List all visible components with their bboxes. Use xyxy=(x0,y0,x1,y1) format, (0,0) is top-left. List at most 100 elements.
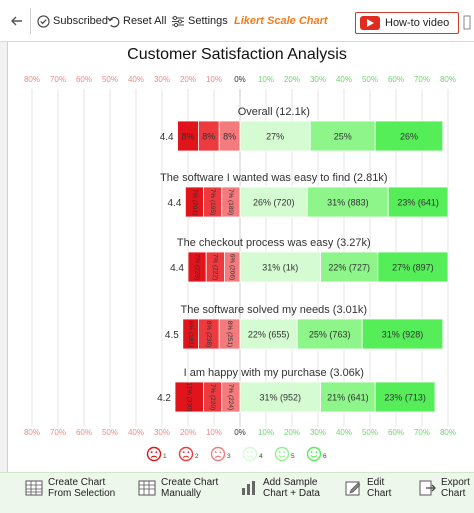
bar-data-label: 31% (883) xyxy=(327,198,369,208)
bar-data-label: 7% (224) xyxy=(227,384,234,410)
bar-data-label: 7% (220) xyxy=(209,384,216,410)
bar-segment-5 xyxy=(296,318,363,350)
bar-data-label: 6% (206) xyxy=(228,254,235,280)
axis-tick-label: 70% xyxy=(50,75,66,84)
axis-tick-label: 20% xyxy=(284,75,300,84)
axis-tick-label: 20% xyxy=(180,75,196,84)
legend-face-eye xyxy=(310,451,313,454)
row-title: The checkout process was easy (3.27k) xyxy=(177,237,371,249)
edit-chart-line1: Edit xyxy=(367,477,385,488)
legend-face-icon xyxy=(274,446,290,462)
legend-face-mouth xyxy=(214,455,222,458)
bar-data-label: 25% (763) xyxy=(309,330,351,340)
table-edit-icon xyxy=(138,480,156,496)
more-icon[interactable] xyxy=(463,15,471,30)
axis-tick-label: 40% xyxy=(336,75,352,84)
axis-tick-label: 70% xyxy=(414,75,430,84)
legend-face-mouth xyxy=(150,455,158,458)
bar-data-label: 31% (928) xyxy=(382,330,424,340)
row-score: 4.4 xyxy=(160,132,174,143)
edit-chart-button[interactable]: Edit Chart xyxy=(344,477,391,499)
axis-tick-label: 40% xyxy=(336,428,352,437)
legend-face-icon xyxy=(210,446,226,462)
create-from-selection-button[interactable]: Create Chart From Selection xyxy=(25,477,115,499)
subscribed-label: Subscribed xyxy=(53,15,109,27)
axis-tick-label: 40% xyxy=(128,75,144,84)
legend-label: 4 xyxy=(259,453,263,460)
row-score: 4.5 xyxy=(165,330,179,341)
export-chart-line2: Chart xyxy=(441,488,466,499)
bar-data-label: 8% (251) xyxy=(226,321,233,347)
export-chart-line1: Export xyxy=(441,477,470,488)
legend-face-icon xyxy=(306,446,322,462)
legend-face-eye xyxy=(278,451,281,454)
bar-data-label: 23% (713) xyxy=(384,393,426,403)
bar-segment-6 xyxy=(387,186,449,218)
legend-label: 6 xyxy=(323,453,327,460)
axis-tick-label: 0% xyxy=(234,428,246,437)
legend-face-mouth xyxy=(246,455,254,458)
row-title: The software I wanted was easy to find (… xyxy=(160,172,387,184)
legend-face-eye xyxy=(150,451,153,454)
bar-segment-5 xyxy=(307,186,389,218)
create-manually-line1: Create Chart xyxy=(161,477,219,488)
table-grid-icon xyxy=(25,480,43,496)
sample-data-icon xyxy=(242,481,255,495)
bar-data-label: 26% (720) xyxy=(253,198,295,208)
create-manually-button[interactable]: Create Chart Manually xyxy=(138,477,218,499)
legend-face-eye xyxy=(155,451,158,454)
app-brand-title: Likert Scale Chart xyxy=(234,15,328,27)
toolbar: Subscribed Reset All Settings Likert Sca… xyxy=(0,0,474,42)
row-title: The software solved my needs (3.01k) xyxy=(181,304,367,316)
legend-label: 2 xyxy=(195,453,199,460)
row-score: 4.4 xyxy=(170,263,184,274)
axis-tick-label: 40% xyxy=(128,428,144,437)
bar-data-label: 26% xyxy=(400,132,418,142)
bar-data-label: 27% xyxy=(266,132,284,142)
bar-data-label: 7% (222) xyxy=(212,254,219,280)
subscribed-button[interactable]: Subscribed xyxy=(37,0,108,42)
bar-data-label: 25% xyxy=(334,132,352,142)
legend-face-eye xyxy=(214,451,217,454)
axis-tick-label: 30% xyxy=(310,428,326,437)
export-chart-button[interactable]: Export Chart xyxy=(418,477,470,499)
axis-tick-label: 60% xyxy=(76,428,92,437)
legend-face-eye xyxy=(283,451,286,454)
divider xyxy=(30,8,31,34)
back-button[interactable] xyxy=(10,0,24,42)
bar-data-label: 6% (181) xyxy=(187,321,194,347)
bar-segment-5 xyxy=(309,120,376,152)
settings-label: Settings xyxy=(188,15,228,27)
bar-segment-4 xyxy=(239,186,308,218)
how-to-video-button[interactable]: How-to video xyxy=(355,12,459,34)
bar-segment-4 xyxy=(239,318,298,350)
axis-tick-label: 10% xyxy=(206,75,222,84)
axis-tick-label: 60% xyxy=(388,428,404,437)
reset-all-label: Reset All xyxy=(123,15,167,27)
legend-face-eye xyxy=(246,451,249,454)
bar-segment-6 xyxy=(374,381,436,413)
how-to-video-label: How-to video xyxy=(385,17,450,29)
legend-label: 1 xyxy=(163,453,167,460)
bar-segment-6 xyxy=(361,318,444,350)
legend-face-eye xyxy=(187,451,190,454)
axis-tick-label: 80% xyxy=(440,75,456,84)
legend-face-mouth xyxy=(310,455,318,458)
row-title: I am happy with my purchase (3.06k) xyxy=(184,367,364,379)
axis-tick-label: 50% xyxy=(102,75,118,84)
axis-tick-label: 0% xyxy=(234,75,246,84)
legend-face-icon xyxy=(178,446,194,462)
bar-segment-5 xyxy=(320,381,376,413)
youtube-icon xyxy=(360,16,380,30)
bar-data-label: 7% (201) xyxy=(191,189,198,215)
legend-face-eye xyxy=(182,451,185,454)
create-from-selection-line2: From Selection xyxy=(48,488,116,499)
add-sample-line2: Chart + Data xyxy=(263,488,320,499)
legend-face-icon xyxy=(242,446,258,462)
back-arrow-icon xyxy=(11,16,22,26)
bar-data-label: 8% xyxy=(181,132,194,142)
add-sample-button[interactable]: Add Sample Chart + Data xyxy=(240,477,320,499)
settings-button[interactable]: Settings xyxy=(171,0,228,42)
bar-data-label: 23% (641) xyxy=(397,198,439,208)
reset-all-button[interactable]: Reset All xyxy=(107,0,166,42)
